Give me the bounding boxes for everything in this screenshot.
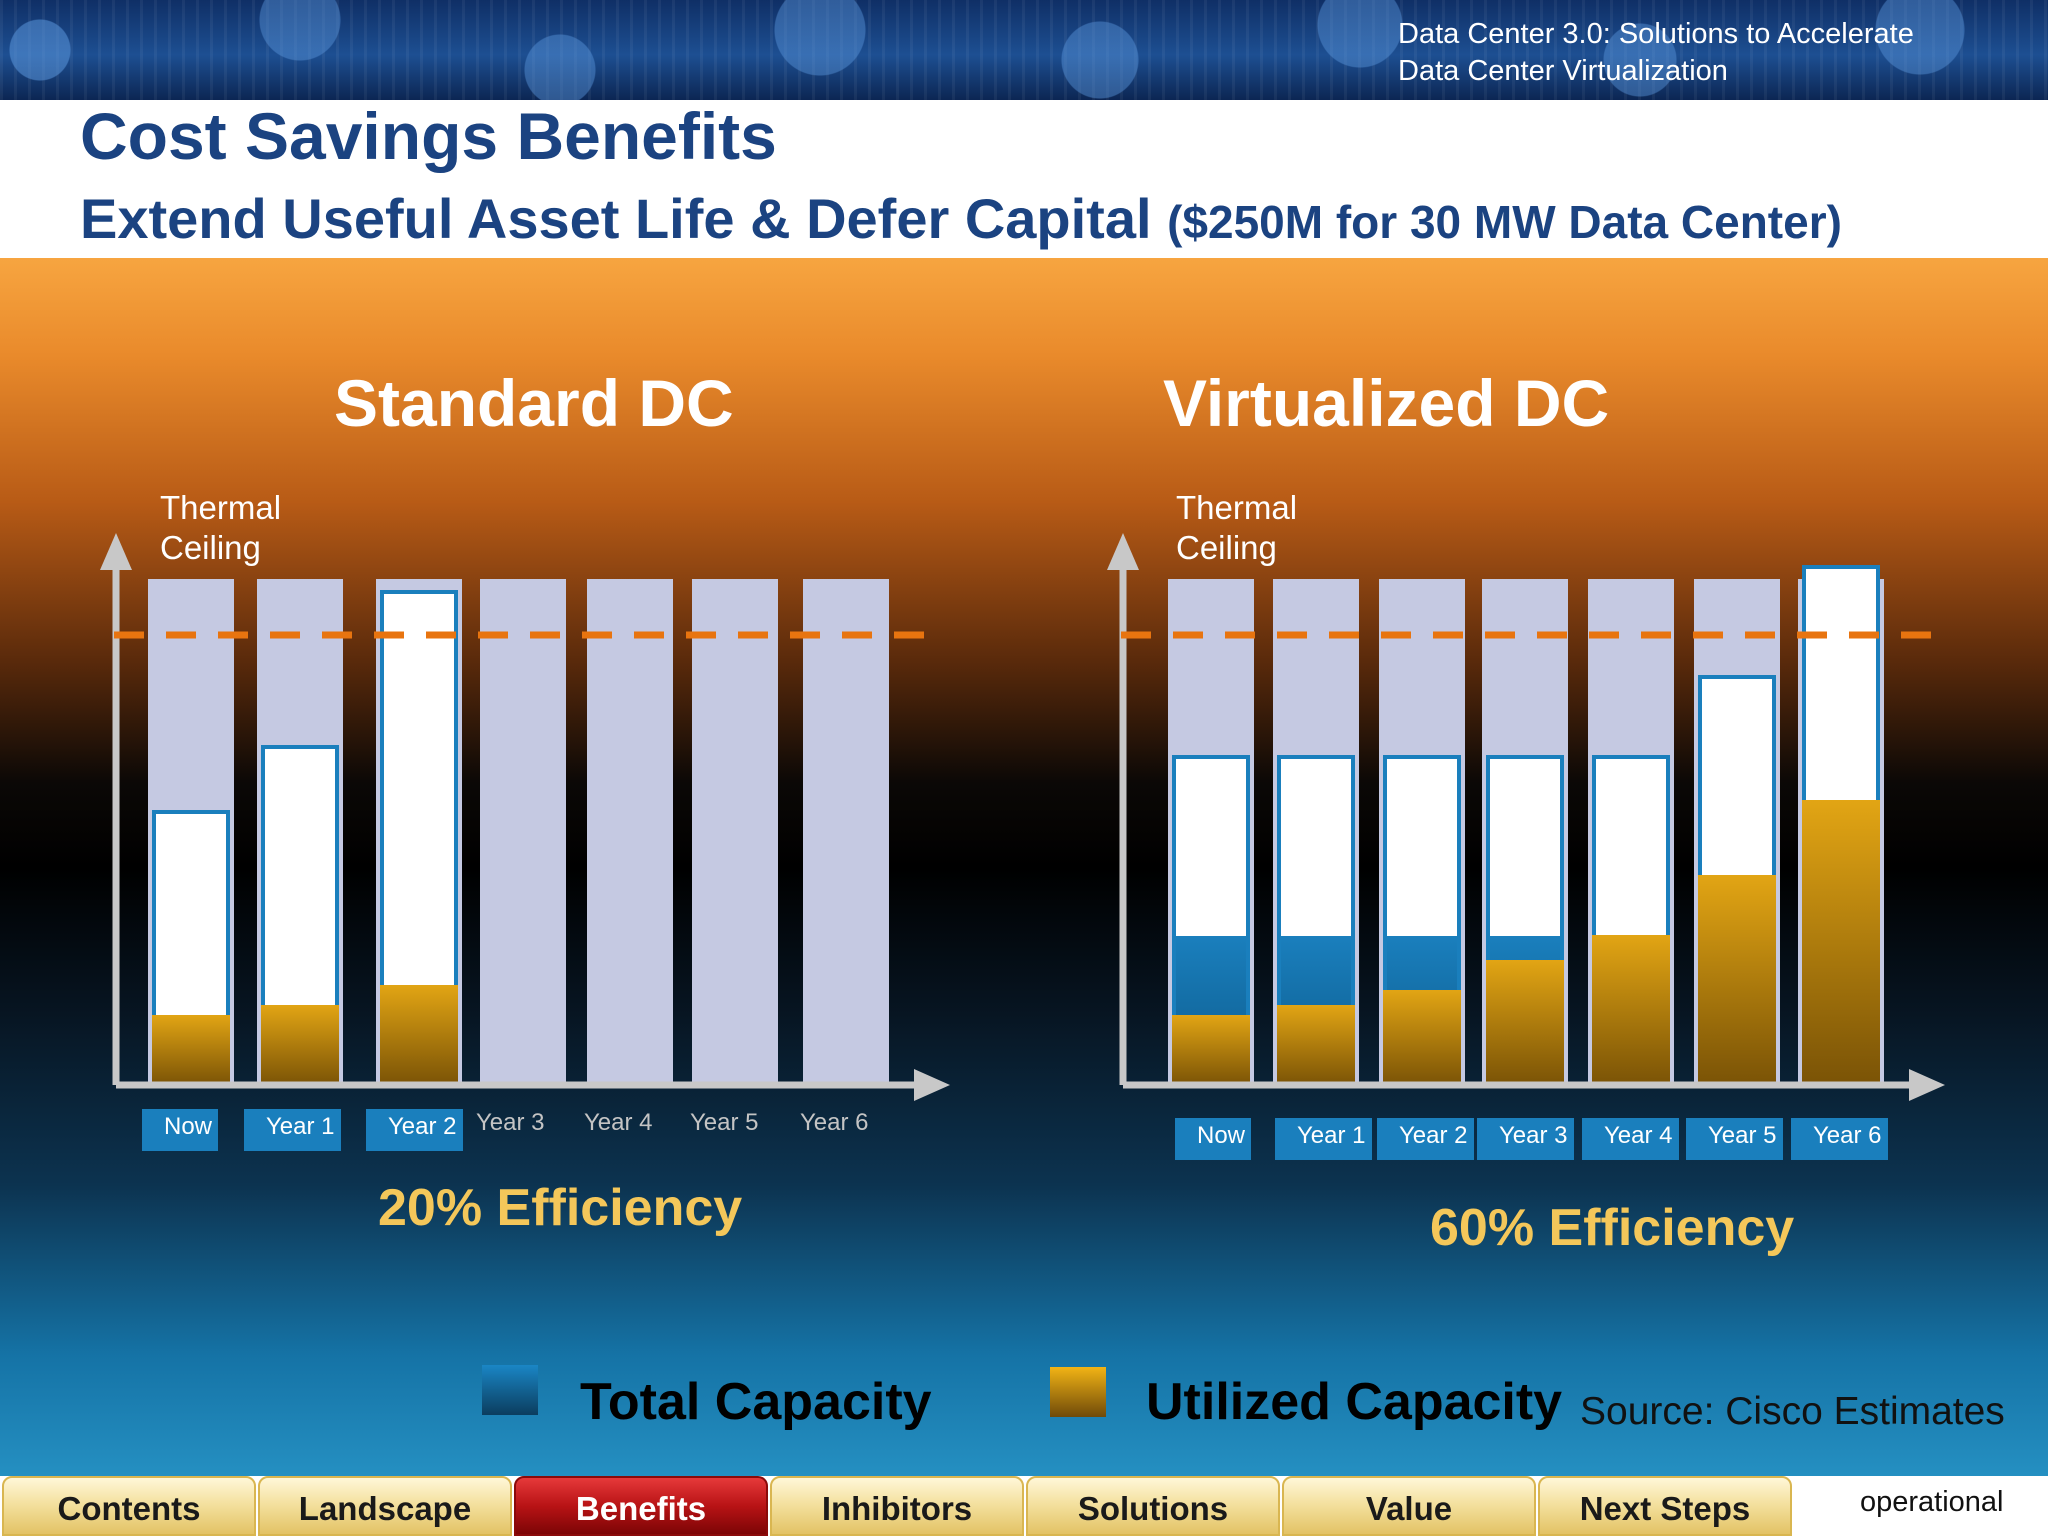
legend-total-label: Total Capacity: [580, 1373, 932, 1431]
nav-tab-value[interactable]: Value: [1282, 1476, 1536, 1536]
subtitle-text: Extend Useful Asset Life & Defer Capital: [80, 187, 1152, 250]
nav-tab-contents[interactable]: Contents: [2, 1476, 256, 1536]
standard-bar-utilized-2: [380, 985, 458, 1085]
standard-tick-label-2: Year 2: [366, 1109, 463, 1151]
page-title: Cost Savings Benefits: [80, 99, 777, 173]
banner-line-1: Data Center 3.0: Solutions to Accelerate: [1398, 18, 1914, 50]
chart-title-virtualized: Virtualized DC: [1163, 366, 1610, 440]
footer-note: operational: [1860, 1486, 2004, 1518]
standard-tick-label-5: Year 5: [690, 1109, 759, 1136]
standard-tick-label-1: Year 1: [244, 1109, 341, 1151]
virtualized-tick-label-2: Year 2: [1377, 1118, 1474, 1160]
virtualized-tick-label-5: Year 5: [1686, 1118, 1783, 1160]
efficiency-standard: 20% Efficiency: [378, 1179, 743, 1237]
nav-tab-inhibitors[interactable]: Inhibitors: [770, 1476, 1024, 1536]
virtualized-bar-utilized-1: [1277, 1005, 1355, 1085]
nav-tab-landscape[interactable]: Landscape: [258, 1476, 512, 1536]
virtualized-x-axis-arrow: [1909, 1069, 1945, 1101]
nav-tab-next-steps[interactable]: Next Steps: [1538, 1476, 1792, 1536]
legend-utilized-label: Utilized Capacity: [1146, 1373, 1563, 1431]
banner-text: Data Center 3.0: Solutions to Accelerate…: [1398, 16, 1914, 90]
virtualized-bar-utilized-5: [1698, 875, 1776, 1085]
virtualized-tick-label-3: Year 3: [1477, 1118, 1574, 1160]
legend-utilized-swatch: [1050, 1367, 1106, 1417]
chart-title-standard: Standard DC: [334, 366, 734, 440]
subtitle-note: ($250M for 30 MW Data Center): [1167, 196, 1842, 248]
page-subtitle: Extend Useful Asset Life & Defer Capital…: [80, 186, 1842, 251]
standard-bar-bg-6: [803, 579, 889, 1085]
standard-bar-bg-4: [587, 579, 673, 1085]
standard-tick-label-4: Year 4: [584, 1109, 653, 1136]
virtualized-y-axis-arrow: [1107, 533, 1139, 570]
virtualized-tick-label-4: Year 4: [1582, 1118, 1679, 1160]
standard-tick-label-0: Now: [142, 1109, 219, 1151]
standard-bar-bg-3: [480, 579, 566, 1085]
header-banner: Data Center 3.0: Solutions to Accelerate…: [0, 0, 2048, 100]
virtualized-tick-label-1: Year 1: [1275, 1118, 1372, 1160]
virtualized-bar-utilized-2: [1383, 990, 1461, 1085]
standard-bar-bg-5: [692, 579, 778, 1085]
thermal-ceiling-label-standard: Thermal Ceiling: [160, 489, 282, 566]
virtualized-bar-utilized-4: [1592, 935, 1670, 1085]
nav-tab-benefits[interactable]: Benefits: [514, 1476, 768, 1536]
virtualized-bar-utilized-6: [1802, 800, 1880, 1085]
legend-total-swatch: [482, 1365, 538, 1415]
standard-y-axis-arrow: [100, 533, 132, 570]
efficiency-virtualized: 60% Efficiency: [1430, 1199, 1795, 1257]
source-note: Source: Cisco Estimates: [1580, 1390, 2005, 1433]
standard-tick-label-3: Year 3: [476, 1109, 545, 1136]
banner-line-2: Data Center Virtualization: [1398, 55, 1728, 87]
standard-bar-utilized-0: [152, 1015, 230, 1085]
thermal-ceiling-label-virtualized: Thermal Ceiling: [1176, 489, 1298, 566]
standard-x-axis-arrow: [914, 1069, 950, 1101]
virtualized-bar-utilized-3: [1486, 960, 1564, 1085]
standard-bar-utilized-1: [261, 1005, 339, 1085]
virtualized-tick-label-0: Now: [1175, 1118, 1252, 1160]
nav-tab-solutions[interactable]: Solutions: [1026, 1476, 1280, 1536]
virtualized-bar-utilized-0: [1172, 1015, 1250, 1085]
standard-tick-label-6: Year 6: [800, 1109, 869, 1136]
virtualized-tick-label-6: Year 6: [1791, 1118, 1888, 1160]
